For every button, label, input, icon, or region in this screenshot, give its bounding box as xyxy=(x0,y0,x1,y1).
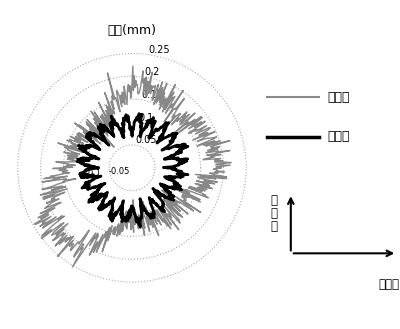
Title: 誤差(mm): 誤差(mm) xyxy=(108,24,156,37)
Text: 第
二
軸: 第 二 軸 xyxy=(270,194,278,233)
Text: -0.05: -0.05 xyxy=(108,167,130,176)
Text: 補正前: 補正前 xyxy=(327,90,350,104)
Text: 第一軸: 第一軸 xyxy=(378,278,399,291)
Text: -0.1: -0.1 xyxy=(86,169,102,178)
Text: 補正後: 補正後 xyxy=(327,130,350,143)
